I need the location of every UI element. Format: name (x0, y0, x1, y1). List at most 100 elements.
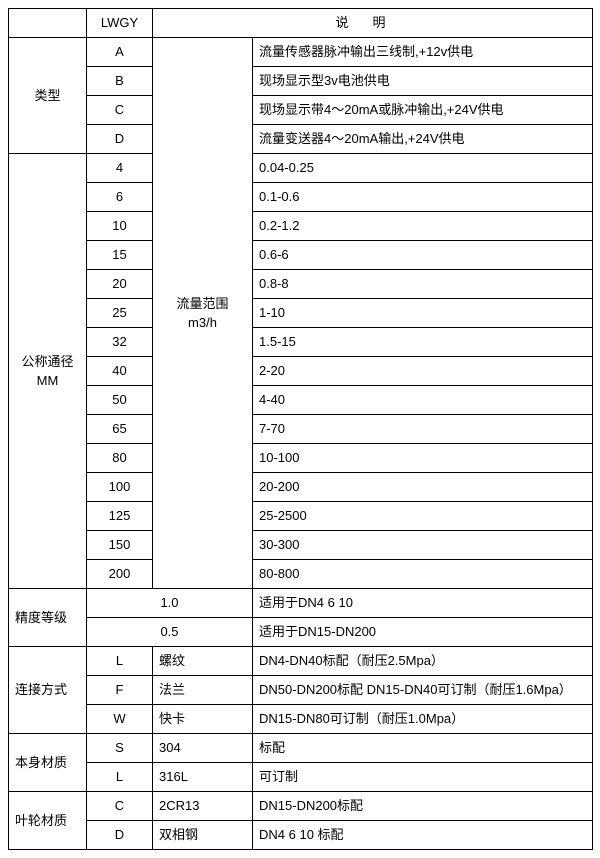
type-code: A (87, 38, 153, 67)
connection-name: 法兰 (153, 676, 253, 705)
accuracy-value: 1.0 (87, 589, 253, 618)
dn-range: 20-200 (253, 473, 593, 502)
body-material-code: S (87, 734, 153, 763)
table-row: 25 1-10 (9, 299, 593, 328)
dn-size: 4 (87, 154, 153, 183)
dn-range: 0.2-1.2 (253, 212, 593, 241)
dn-range: 4-40 (253, 386, 593, 415)
dn-size: 40 (87, 357, 153, 386)
table-row: 精度等级 1.0 适用于DN4 6 10 (9, 589, 593, 618)
table-row: 10 0.2-1.2 (9, 212, 593, 241)
dn-size: 50 (87, 386, 153, 415)
table-row: 321.5-15 (9, 328, 593, 357)
dn-range: 0.1-0.6 (253, 183, 593, 212)
body-material-name: 316L (153, 763, 253, 792)
table-row: 50 4-40 (9, 386, 593, 415)
table-row: 657-70 (9, 415, 593, 444)
connection-desc: DN50-DN200标配 DN15-DN40可订制（耐压1.6Mpa） (253, 676, 593, 705)
type-code: B (87, 67, 153, 96)
dn-size: 80 (87, 444, 153, 473)
impeller-material-code: C (87, 792, 153, 821)
range-label: 流量范围 m3/h (153, 38, 253, 589)
table-row: 0.5 适用于DN15-DN200 (9, 618, 593, 647)
dn-size: 125 (87, 502, 153, 531)
table-row: D 流量变送器4～20mA输出,+24V供电 (9, 125, 593, 154)
table-row: 80 10-100 (9, 444, 593, 473)
range-label-2: m3/h (188, 315, 217, 330)
dn-range: 10-100 (253, 444, 593, 473)
table-row: 叶轮材质 C 2CR13 DN15-DN200标配 (9, 792, 593, 821)
table-row: W 快卡 DN15-DN80可订制（耐压1.0Mpa） (9, 705, 593, 734)
accuracy-desc: 适用于DN4 6 10 (253, 589, 593, 618)
body-material-desc: 标配 (253, 734, 593, 763)
impeller-material-name: 双相钢 (153, 821, 253, 850)
dn-size: 100 (87, 473, 153, 502)
dn-size: 10 (87, 212, 153, 241)
dn-size: 150 (87, 531, 153, 560)
connection-code: L (87, 647, 153, 676)
impeller-material-desc: DN15-DN200标配 (253, 792, 593, 821)
dn-label-2: MM (37, 373, 59, 388)
dn-range: 80-800 (253, 560, 593, 589)
table-row: 150 30-300 (9, 531, 593, 560)
dn-range: 1-10 (253, 299, 593, 328)
dn-range: 0.8-8 (253, 270, 593, 299)
dn-size: 15 (87, 241, 153, 270)
dn-size: 25 (87, 299, 153, 328)
type-desc: 流量传感器脉冲输出三线制,+12v供电 (253, 38, 593, 67)
impeller-material-name: 2CR13 (153, 792, 253, 821)
dn-size: 200 (87, 560, 153, 589)
table-row: 100 20-200 (9, 473, 593, 502)
table-row: L 316L 可订制 (9, 763, 593, 792)
type-desc: 流量变送器4～20mA输出,+24V供电 (253, 125, 593, 154)
dn-range: 30-300 (253, 531, 593, 560)
dn-range: 7-70 (253, 415, 593, 444)
body-material-name: 304 (153, 734, 253, 763)
table-row: C 现场显示带4～20mA或脉冲输出,+24V供电 (9, 96, 593, 125)
connection-code: W (87, 705, 153, 734)
accuracy-value: 0.5 (87, 618, 253, 647)
dn-size: 6 (87, 183, 153, 212)
table-row: 125 25-2500 (9, 502, 593, 531)
dn-label-1: 公称通径 (21, 354, 73, 369)
table-row: 公称通径 MM 4 0.04-0.25 (9, 154, 593, 183)
group-type-label: 类型 (9, 38, 87, 154)
spec-table: LWGY 说明 类型 A 流量范围 m3/h 流量传感器脉冲输出三线制,+12v… (8, 8, 593, 850)
body-material-desc: 可订制 (253, 763, 593, 792)
type-code: C (87, 96, 153, 125)
table-row: 连接方式 L 螺纹 DN4-DN40标配（耐压2.5Mpa） (9, 647, 593, 676)
table-row: 6 0.1-0.6 (9, 183, 593, 212)
dn-range: 0.6-6 (253, 241, 593, 270)
group-connection-label: 连接方式 (9, 647, 87, 734)
range-label-1: 流量范围 (176, 296, 228, 311)
table-row: LWGY 说明 (9, 9, 593, 38)
dn-range: 2-20 (253, 357, 593, 386)
dn-size: 20 (87, 270, 153, 299)
table-row: 15 0.6-6 (9, 241, 593, 270)
table-row: D 双相钢 DN4 6 10 标配 (9, 821, 593, 850)
table-row: B 现场显示型3v电池供电 (9, 67, 593, 96)
dn-size: 32 (87, 328, 153, 357)
dn-range: 0.04-0.25 (253, 154, 593, 183)
dn-range: 25-2500 (253, 502, 593, 531)
connection-name: 螺纹 (153, 647, 253, 676)
type-desc: 现场显示型3v电池供电 (253, 67, 593, 96)
group-dn-label: 公称通径 MM (9, 154, 87, 589)
connection-code: F (87, 676, 153, 705)
connection-desc: DN15-DN80可订制（耐压1.0Mpa） (253, 705, 593, 734)
type-code: D (87, 125, 153, 154)
group-accuracy-label: 精度等级 (9, 589, 87, 647)
header-blank (9, 9, 87, 38)
table-row: 本身材质 S 304 标配 (9, 734, 593, 763)
table-row: 20 0.8-8 (9, 270, 593, 299)
type-desc: 现场显示带4～20mA或脉冲输出,+24V供电 (253, 96, 593, 125)
table-row: F 法兰 DN50-DN200标配 DN15-DN40可订制（耐压1.6Mpa） (9, 676, 593, 705)
table-row: 200 80-800 (9, 560, 593, 589)
connection-name: 快卡 (153, 705, 253, 734)
header-desc: 说明 (153, 9, 593, 38)
impeller-material-desc: DN4 6 10 标配 (253, 821, 593, 850)
group-body-material-label: 本身材质 (9, 734, 87, 792)
accuracy-desc: 适用于DN15-DN200 (253, 618, 593, 647)
connection-desc: DN4-DN40标配（耐压2.5Mpa） (253, 647, 593, 676)
body-material-code: L (87, 763, 153, 792)
